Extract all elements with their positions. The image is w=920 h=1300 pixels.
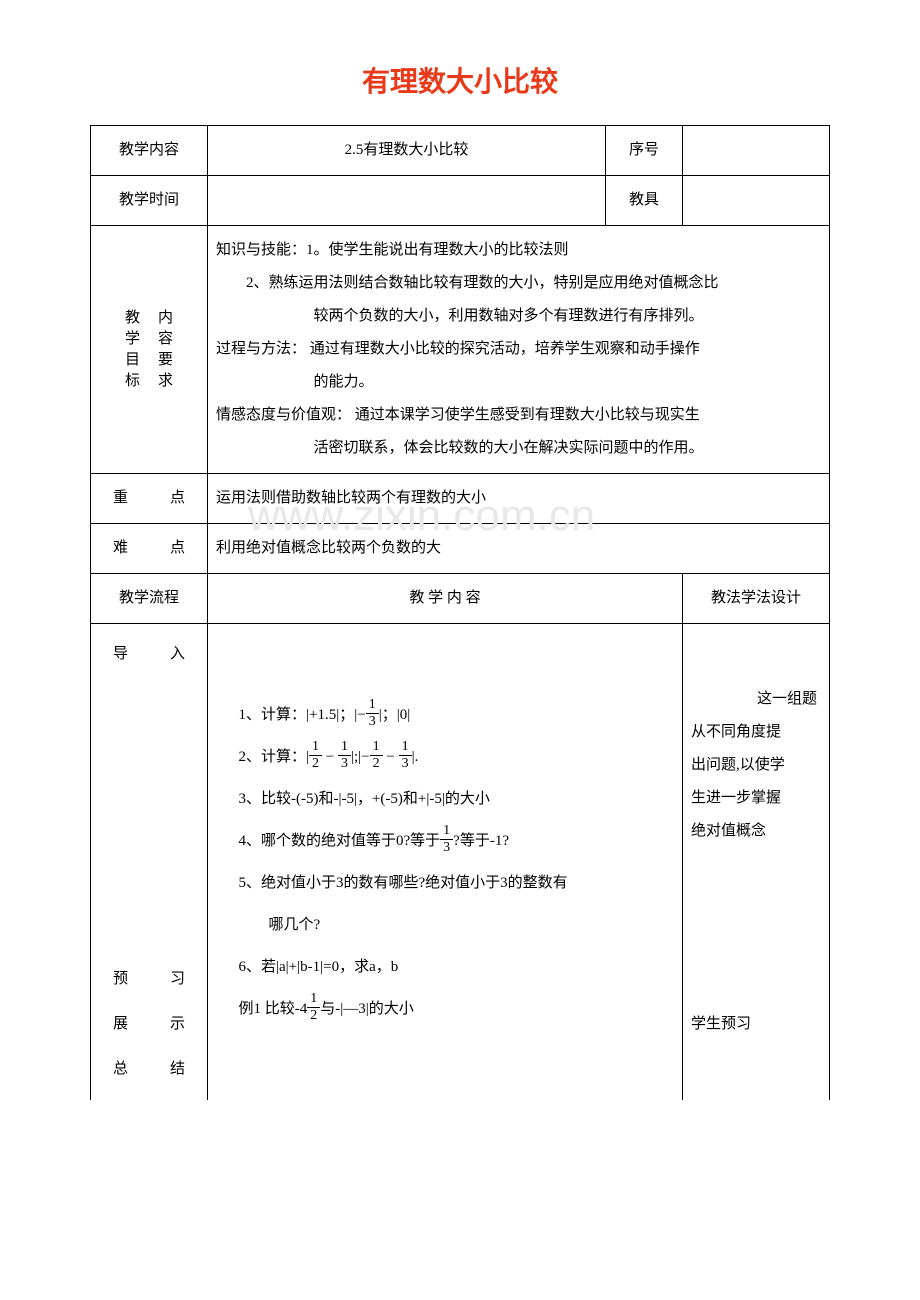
frac-neg13: −13 [357, 707, 378, 723]
label-time: 教学时间 [91, 176, 208, 226]
label-objectives: 教学目标 内容要求 [91, 226, 208, 474]
stage-4r: 结 [170, 1047, 185, 1092]
frac-12b: 12 [307, 992, 320, 1023]
den: 3 [338, 756, 351, 771]
label-difficulty: 难 点 [91, 524, 208, 574]
note-5: 绝对值概念 [691, 815, 821, 848]
q5: 5、绝对值小于3的数有哪些?绝对值小于3的整数有 [216, 862, 674, 904]
q2a: 2、计算：| [239, 749, 310, 765]
value-time [208, 176, 606, 226]
flow-stages: 导入 预习 展示 总结 [91, 624, 208, 1101]
value-subject: 2.5有理数大小比较 [208, 126, 606, 176]
df-l: 难 [113, 532, 128, 565]
hdr-content: 教 学 内 容 [208, 574, 683, 624]
minus2: − [383, 749, 399, 765]
q1b: |；|0| [379, 707, 411, 723]
frac-n12: 12 [370, 740, 383, 771]
den: 2 [309, 756, 322, 771]
q2: 2、计算：|12 − 13|;|−12 − 13|. [216, 736, 674, 778]
q5b: 哪几个? [216, 904, 674, 946]
frac-12: 12 [309, 740, 322, 771]
num: 1 [309, 740, 322, 756]
q4a: 4、哪个数的绝对值等于0?等于 [239, 833, 441, 849]
obj-line-5: 的能力。 [216, 366, 821, 399]
stage-3l: 展 [113, 1002, 128, 1047]
objectives-content: 知识与技能：1。使学生能说出有理数大小的比较法则 2、熟练运用法则结合数轴比较有… [208, 226, 830, 474]
kp-l: 重 [113, 482, 128, 515]
q1a: 1、计算：|+1.5|；| [239, 707, 358, 723]
hdr-method: 教法学法设计 [683, 574, 830, 624]
note-2: 从不同角度提 [691, 716, 821, 749]
obj-line-2: 2、熟练运用法则结合数轴比较有理数的大小，特别是应用绝对值概念比 [216, 267, 821, 300]
den: 2 [370, 756, 383, 771]
stage-1l: 导 [113, 632, 128, 677]
obj-line-6: 情感态度与价值观： 通过本课学习使学生感受到有理数大小比较与现实生 [216, 407, 700, 423]
row-objectives: 教学目标 内容要求 知识与技能：1。使学生能说出有理数大小的比较法则 2、熟练运… [91, 226, 830, 474]
ex1b: 与-|—3|的大小 [320, 1001, 414, 1017]
lesson-table: 教学内容 2.5有理数大小比较 序号 教学时间 教具 教学目标 内容要求 知识与… [90, 125, 830, 1100]
label-subject: 教学内容 [91, 126, 208, 176]
num: 1 [338, 740, 351, 756]
row-difficulty: 难 点 利用绝对值概念比较两个负数的大 [91, 524, 830, 574]
den: 3 [399, 756, 412, 771]
num: 1 [370, 740, 383, 756]
flow-method: 这一组题 从不同角度提 出问题,以使学 生进一步掌握 绝对值概念 学生预习 [683, 624, 830, 1101]
kp-r: 点 [170, 482, 185, 515]
value-tool [683, 176, 830, 226]
stage-4l: 总 [113, 1047, 128, 1092]
obj-line-3: 较两个负数的大小，利用数轴对多个有理数进行有序排列。 [216, 300, 821, 333]
vlabel-1: 教学目标 [124, 308, 142, 392]
page-title: 有理数大小比较 [90, 60, 830, 100]
num: 1 [307, 992, 320, 1008]
minus: − [322, 749, 338, 765]
df-r: 点 [170, 532, 185, 565]
q6: 6、若|a|+|b-1|=0，求a，b [216, 946, 674, 988]
q2c: |. [412, 749, 419, 765]
note-4: 生进一步掌握 [691, 782, 821, 815]
note-6: 学生预习 [691, 1008, 821, 1041]
note-3: 出问题,以使学 [691, 749, 821, 782]
stage-2r: 习 [170, 957, 185, 1002]
keypoint-content: www.zixin.com.cn 运用法则借助数轴比较两个有理数的大小 [208, 474, 830, 524]
num: 1 [440, 824, 453, 840]
num: 1 [399, 740, 412, 756]
difficulty-content: 利用绝对值概念比较两个负数的大 [208, 524, 830, 574]
frac-13: 13 [338, 740, 351, 771]
vlabel-2: 内容要求 [157, 308, 175, 392]
den: 3 [440, 840, 453, 855]
stage-3r: 示 [170, 1002, 185, 1047]
q1: 1、计算：|+1.5|；|−13|；|0| [216, 694, 674, 736]
q4: 4、哪个数的绝对值等于0?等于13?等于-1? [216, 820, 674, 862]
obj-line-1: 知识与技能：1。使学生能说出有理数大小的比较法则 [216, 242, 569, 258]
frac-13b: 13 [399, 740, 412, 771]
row-flow-body: 导入 预习 展示 总结 1、计算：|+1.5|；|−13|；|0| 2、计算：|… [91, 624, 830, 1101]
row-keypoint: 重 点 www.zixin.com.cn 运用法则借助数轴比较两个有理数的大小 [91, 474, 830, 524]
sign: − [357, 707, 365, 723]
den: 3 [366, 714, 379, 729]
row-time: 教学时间 教具 [91, 176, 830, 226]
hdr-flow: 教学流程 [91, 574, 208, 624]
num: 1 [366, 698, 379, 714]
keypoint-text: 运用法则借助数轴比较两个有理数的大小 [216, 490, 486, 506]
label-keypoint: 重 点 [91, 474, 208, 524]
stage-1r: 入 [170, 632, 185, 677]
label-tool: 教具 [606, 176, 683, 226]
q2b: |;| [351, 749, 361, 765]
q4b: ?等于-1? [453, 833, 509, 849]
q3: 3、比较-(-5)和-|-5|，+(-5)和+|-5|的大小 [216, 778, 674, 820]
stage-2l: 预 [113, 957, 128, 1002]
value-seq [683, 126, 830, 176]
den: 2 [307, 1008, 320, 1023]
frac-13c: 13 [440, 824, 453, 855]
obj-line-7: 活密切联系，体会比较数的大小在解决实际问题中的作用。 [216, 432, 821, 465]
row-header-flow: 教学流程 教 学 内 容 教法学法设计 [91, 574, 830, 624]
note-1: 这一组题 [691, 683, 821, 716]
sign2: − [361, 749, 369, 765]
ex1a: 例1 比较-4 [239, 1001, 308, 1017]
flow-content: 1、计算：|+1.5|；|−13|；|0| 2、计算：|12 − 13|;|−1… [208, 624, 683, 1101]
ex1: 例1 比较-412与-|—3|的大小 [216, 988, 674, 1030]
label-seq: 序号 [606, 126, 683, 176]
obj-line-4: 过程与方法： 通过有理数大小比较的探究活动，培养学生观察和动手操作 [216, 341, 700, 357]
row-subject: 教学内容 2.5有理数大小比较 序号 [91, 126, 830, 176]
